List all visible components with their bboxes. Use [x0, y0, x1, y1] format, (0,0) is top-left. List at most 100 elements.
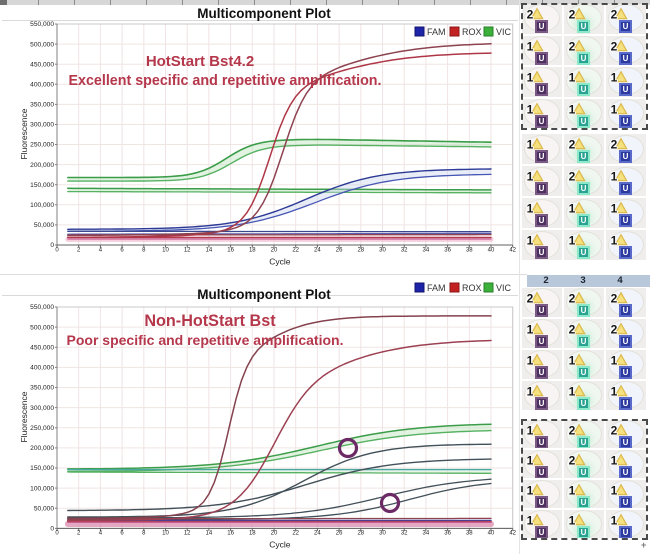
svg-text:1: 1: [569, 102, 576, 116]
svg-text:2: 2: [569, 424, 576, 438]
svg-text:2: 2: [569, 170, 576, 184]
svg-text:Poor specific and repetitive a: Poor specific and repetitive amplificati…: [67, 332, 344, 348]
svg-text:250,000: 250,000: [30, 142, 54, 149]
svg-text:36: 36: [444, 248, 451, 254]
svg-text:400,000: 400,000: [30, 82, 54, 89]
svg-text:2: 2: [77, 531, 81, 537]
svg-text:36: 36: [444, 531, 451, 537]
svg-text:32: 32: [401, 248, 408, 254]
svg-text:1: 1: [569, 514, 576, 528]
svg-text:1: 1: [611, 71, 618, 85]
svg-text:FAM: FAM: [427, 27, 446, 37]
svg-text:450,000: 450,000: [30, 61, 54, 68]
svg-text:1: 1: [611, 514, 618, 528]
svg-text:1: 1: [569, 354, 576, 368]
svg-text:1: 1: [527, 202, 534, 216]
svg-text:300,000: 300,000: [30, 405, 54, 412]
svg-text:22: 22: [292, 531, 299, 537]
svg-text:6: 6: [120, 248, 124, 254]
svg-text:26: 26: [336, 531, 343, 537]
svg-text:0: 0: [55, 531, 59, 537]
svg-text:2: 2: [569, 8, 576, 22]
svg-text:350,000: 350,000: [30, 102, 54, 109]
svg-text:1: 1: [611, 102, 618, 116]
svg-text:450,000: 450,000: [30, 345, 54, 352]
svg-text:0: 0: [55, 248, 59, 254]
svg-text:VIC: VIC: [496, 27, 512, 37]
svg-text:40: 40: [488, 248, 495, 254]
svg-text:0: 0: [50, 242, 54, 249]
svg-text:200,000: 200,000: [30, 445, 54, 452]
svg-text:30: 30: [379, 248, 386, 254]
svg-text:18: 18: [249, 248, 256, 254]
svg-text:250,000: 250,000: [30, 425, 54, 432]
svg-text:550,000: 550,000: [30, 304, 54, 311]
svg-text:0: 0: [50, 526, 54, 533]
svg-text:22: 22: [292, 248, 299, 254]
svg-text:16: 16: [227, 531, 234, 537]
svg-text:2: 2: [611, 138, 618, 152]
svg-text:34: 34: [423, 531, 430, 537]
svg-text:Cycle: Cycle: [269, 257, 291, 267]
svg-text:2: 2: [569, 138, 576, 152]
svg-text:1: 1: [527, 514, 534, 528]
svg-text:10: 10: [162, 248, 169, 254]
svg-text:ROX: ROX: [462, 27, 482, 37]
svg-text:18: 18: [249, 531, 256, 537]
svg-text:1: 1: [569, 484, 576, 498]
svg-text:1: 1: [611, 354, 618, 368]
svg-text:100,000: 100,000: [30, 202, 54, 209]
svg-text:1: 1: [527, 424, 534, 438]
svg-text:Non-HotStart Bst: Non-HotStart Bst: [144, 312, 276, 330]
svg-text:24: 24: [314, 531, 321, 537]
svg-text:500,000: 500,000: [30, 324, 54, 331]
svg-text:28: 28: [357, 248, 364, 254]
svg-text:14: 14: [206, 531, 213, 537]
svg-text:38: 38: [466, 248, 473, 254]
svg-text:100,000: 100,000: [30, 485, 54, 492]
svg-text:2: 2: [611, 323, 618, 337]
svg-text:1: 1: [527, 234, 534, 248]
svg-text:28: 28: [357, 531, 364, 537]
svg-text:500,000: 500,000: [30, 41, 54, 48]
svg-text:50,000: 50,000: [34, 222, 55, 229]
svg-text:1: 1: [527, 354, 534, 368]
svg-text:2: 2: [611, 39, 618, 53]
svg-text:400,000: 400,000: [30, 365, 54, 372]
svg-text:50,000: 50,000: [34, 506, 55, 513]
svg-text:26: 26: [336, 248, 343, 254]
svg-text:20: 20: [271, 248, 278, 254]
svg-text:1: 1: [611, 385, 618, 399]
svg-text:4: 4: [99, 248, 103, 254]
svg-text:30: 30: [379, 531, 386, 537]
svg-text:8: 8: [142, 531, 146, 537]
svg-text:ROX: ROX: [462, 283, 482, 293]
svg-text:1: 1: [611, 234, 618, 248]
svg-text:1: 1: [611, 202, 618, 216]
svg-text:1: 1: [611, 170, 618, 184]
svg-text:4: 4: [99, 531, 103, 537]
svg-text:1: 1: [527, 102, 534, 116]
svg-text:6: 6: [120, 531, 124, 537]
svg-text:1: 1: [527, 454, 534, 468]
svg-text:1: 1: [569, 71, 576, 85]
svg-text:42: 42: [509, 531, 516, 537]
svg-text:20: 20: [271, 531, 278, 537]
svg-text:10: 10: [162, 531, 169, 537]
svg-text:32: 32: [401, 531, 408, 537]
svg-text:350,000: 350,000: [30, 385, 54, 392]
svg-text:34: 34: [423, 248, 430, 254]
svg-text:Multicomponent Plot: Multicomponent Plot: [197, 6, 331, 21]
svg-text:2: 2: [527, 8, 534, 22]
svg-text:1: 1: [611, 484, 618, 498]
svg-text:1: 1: [527, 385, 534, 399]
svg-text:2: 2: [569, 454, 576, 468]
svg-text:1: 1: [569, 202, 576, 216]
svg-text:2: 2: [611, 424, 618, 438]
svg-text:Cycle: Cycle: [269, 540, 291, 550]
svg-text:Fluorescence: Fluorescence: [19, 108, 29, 159]
svg-text:150,000: 150,000: [30, 465, 54, 472]
svg-text:12: 12: [184, 248, 191, 254]
svg-text:2: 2: [569, 292, 576, 306]
svg-text:Multicomponent Plot: Multicomponent Plot: [197, 287, 331, 302]
